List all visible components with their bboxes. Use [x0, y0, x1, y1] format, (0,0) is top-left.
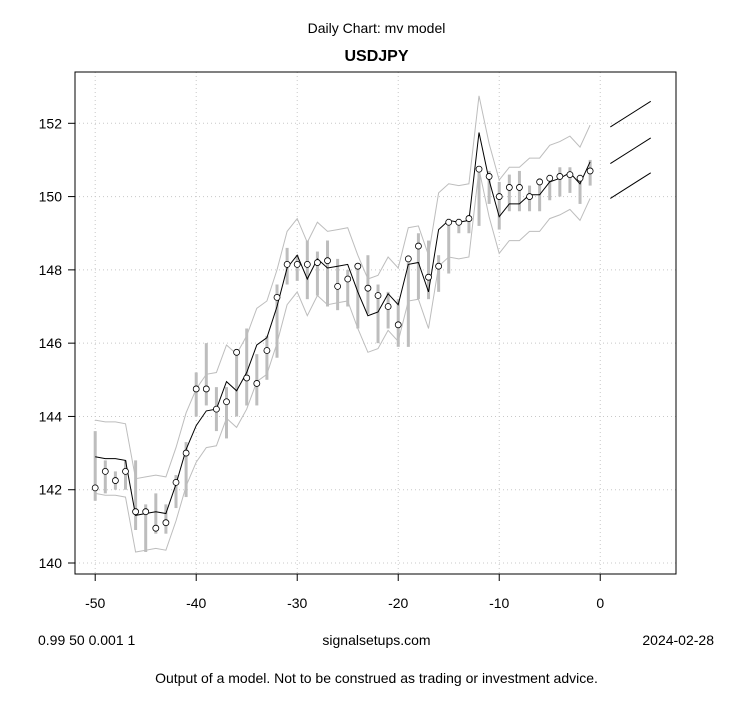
close-point: [213, 405, 220, 413]
close-point: [364, 284, 372, 292]
chart-date: 2024-02-28: [642, 632, 714, 648]
x-tick-label: -50: [85, 595, 105, 611]
close-point: [334, 282, 342, 290]
close-point: [475, 165, 483, 173]
chart-subtitle: Daily Chart: mv model: [307, 20, 446, 36]
close-point: [303, 260, 311, 268]
close-point: [455, 218, 463, 226]
close-point: [516, 184, 523, 191]
close-point: [435, 262, 443, 270]
close-point: [263, 347, 271, 354]
close-point: [142, 508, 150, 516]
close-point: [132, 508, 140, 516]
forecast-upper-line: [610, 100, 652, 128]
close-point: [233, 348, 241, 356]
band-upper-line: [95, 95, 591, 480]
grid-lines: [75, 72, 676, 574]
y-tick-label: 140: [39, 555, 63, 571]
close-point: [415, 242, 422, 250]
confidence-bands: [95, 95, 591, 553]
close-point: [122, 468, 129, 475]
x-tick-label: -10: [489, 595, 509, 611]
axes: -50 -40 -30 -20 -10 0 140 142 144 146 148 150 152: [39, 115, 605, 611]
y-tick-label: 152: [39, 115, 63, 131]
range-bars: [93, 159, 592, 553]
x-tick-label: -20: [388, 595, 408, 611]
close-point: [526, 193, 533, 200]
plot-frame: [74, 71, 677, 575]
close-point: [273, 293, 281, 301]
close-point: [384, 303, 392, 310]
model-series-line: [95, 132, 591, 516]
close-point: [283, 260, 291, 268]
site-name: signalsetups.com: [322, 632, 431, 648]
close-point: [404, 255, 412, 263]
y-tick-label: 148: [39, 262, 63, 278]
close-point: [536, 178, 544, 186]
close-point: [556, 173, 564, 180]
band-lower-line: [95, 168, 591, 553]
close-point: [152, 524, 160, 532]
close-point: [324, 257, 331, 265]
close-point: [243, 374, 251, 382]
disclaimer: Output of a model. Not to be construed a…: [155, 670, 598, 686]
close-point: [546, 174, 554, 182]
y-tick-label: 146: [39, 335, 63, 351]
close-point: [485, 173, 493, 180]
close-point: [425, 273, 432, 281]
forecast-lines: [610, 100, 652, 199]
y-tick-label: 142: [39, 482, 63, 498]
close-point: [91, 484, 99, 492]
close-point: [162, 519, 170, 527]
close-point: [374, 292, 382, 299]
close-point: [465, 215, 473, 222]
close-point: [394, 321, 402, 329]
y-tick-label: 144: [39, 408, 63, 424]
close-point: [101, 468, 109, 475]
x-tick-label: -30: [287, 595, 307, 611]
close-point: [293, 260, 301, 268]
close-point: [586, 167, 594, 175]
close-point: [112, 477, 119, 484]
close-points: [91, 165, 594, 532]
close-point: [576, 174, 584, 182]
close-point: [314, 259, 321, 266]
close-point: [344, 275, 352, 283]
close-point: [505, 184, 513, 191]
y-tick-label: 150: [39, 189, 63, 205]
close-point: [192, 385, 200, 393]
x-tick-label: 0: [596, 595, 604, 611]
close-point: [354, 262, 362, 270]
model-params: 0.99 50 0.001 1: [38, 632, 136, 648]
chart-title: USDJPY: [344, 48, 409, 65]
forecast-mid-line: [610, 137, 652, 165]
forecast-lower-line: [610, 172, 652, 199]
close-point: [202, 385, 210, 393]
close-point: [566, 171, 574, 178]
close-point: [223, 398, 230, 406]
close-point: [445, 218, 453, 226]
close-point: [172, 478, 180, 486]
close-point: [495, 193, 503, 200]
model-line: [95, 132, 591, 516]
close-point: [253, 380, 261, 387]
x-tick-label: -40: [186, 595, 206, 611]
close-point: [182, 449, 190, 457]
